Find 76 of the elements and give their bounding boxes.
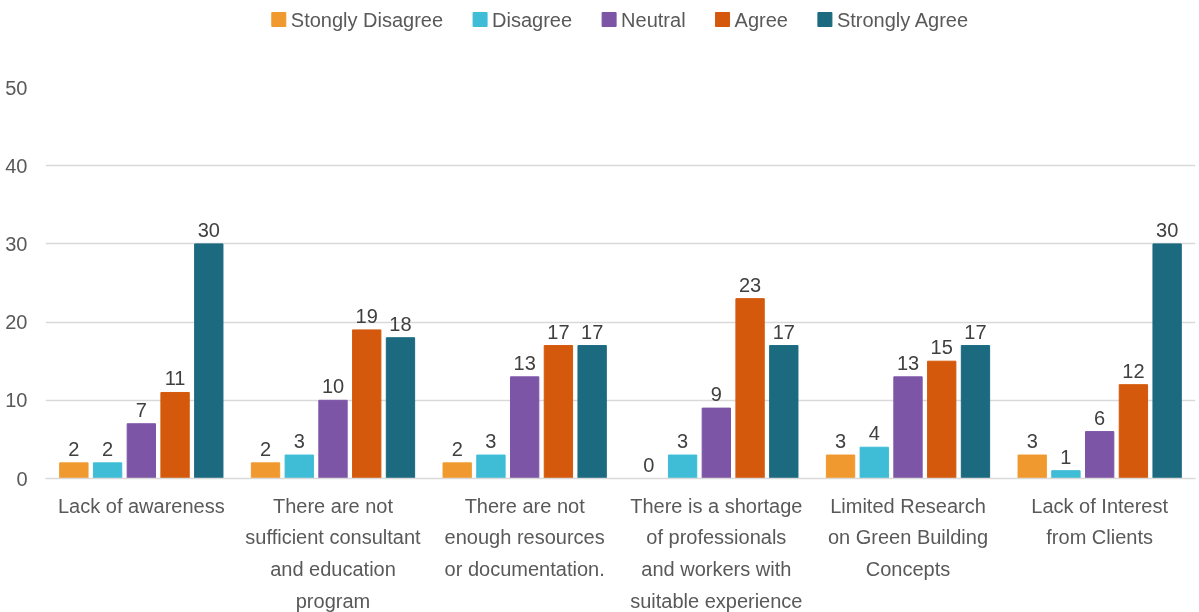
bar: [510, 376, 540, 479]
legend-label: Agree: [734, 8, 788, 31]
legend-label: Stongly Disagree: [290, 8, 444, 31]
bar: [960, 345, 991, 479]
data-label: 4: [868, 422, 880, 445]
data-label: 13: [896, 351, 920, 374]
data-label: 3: [293, 430, 305, 453]
data-label: 30: [1156, 218, 1179, 241]
y-tick-label: 30: [5, 232, 28, 255]
data-label: 11: [164, 367, 186, 390]
data-label: 2: [259, 437, 272, 460]
bar: [385, 337, 416, 479]
bar: [126, 423, 156, 479]
data-label: 7: [135, 398, 147, 421]
bar: [769, 345, 799, 479]
legend-label: Neutral: [621, 8, 686, 31]
data-label: 1: [1060, 445, 1072, 468]
data-label: 9: [710, 383, 722, 406]
data-label: 10: [321, 375, 345, 398]
data-label: 19: [355, 304, 378, 327]
data-label: 2: [68, 437, 80, 460]
y-tick-label: 40: [5, 154, 28, 177]
data-label: 18: [389, 312, 412, 335]
x-tick-label: There is a shortage of professionals and workers with suitable experience: [630, 494, 803, 612]
data-label: 6: [1094, 406, 1106, 429]
data-label: 3: [677, 430, 689, 453]
legend-label: Disagree: [492, 8, 573, 31]
data-label: 15: [930, 336, 953, 359]
y-tick-label: 50: [5, 76, 28, 99]
data-label: 17: [772, 320, 795, 343]
y-tick-label: 0: [16, 467, 28, 490]
data-label: 3: [485, 430, 497, 453]
data-label: 17: [964, 320, 987, 343]
data-label: 3: [834, 430, 847, 453]
data-label: 17: [581, 320, 604, 343]
data-label: 17: [547, 320, 570, 343]
bar: [735, 298, 765, 479]
bar: [284, 454, 314, 479]
data-label: 13: [513, 351, 536, 374]
bar: [250, 462, 281, 479]
bar: [1118, 384, 1149, 479]
bar: [352, 329, 382, 479]
bar: [1017, 454, 1047, 479]
data-label: 23: [738, 273, 762, 296]
x-tick-label: There are not sufficient consultant and education program: [245, 494, 422, 612]
bar: [701, 407, 731, 479]
bar: [1051, 470, 1081, 479]
y-tick-label: 10: [5, 389, 28, 412]
bar: [92, 462, 123, 479]
bar: [667, 454, 698, 479]
x-tick-label: Lack of Interest from Clients: [1031, 494, 1169, 549]
bar: [476, 454, 506, 479]
x-tick-label: There are not enough resources or documentation.: [444, 494, 605, 581]
y-tick-label: 20: [5, 311, 28, 334]
data-label: 30: [197, 218, 220, 241]
bar: [318, 399, 348, 479]
bar: [543, 345, 574, 479]
bar: [59, 462, 89, 479]
bar: [927, 360, 957, 479]
bar: [1085, 431, 1115, 479]
data-label: 12: [1122, 359, 1145, 382]
data-label: 3: [1026, 430, 1038, 453]
bar: [1152, 243, 1182, 479]
x-tick-label: Limited Research on Green Building Concepts: [827, 494, 989, 581]
data-label: 2: [102, 437, 114, 460]
bar: [194, 243, 224, 479]
bar: [825, 454, 856, 479]
bar: [859, 446, 889, 479]
legend-label: Strongly Agree: [836, 8, 969, 31]
bar: [442, 462, 472, 479]
x-tick-label: Lack of awareness: [57, 494, 225, 517]
bar: [160, 391, 190, 479]
data-label: 2: [451, 437, 463, 460]
data-label: 0: [643, 453, 655, 476]
bar: [893, 376, 923, 479]
bar: [577, 345, 607, 479]
